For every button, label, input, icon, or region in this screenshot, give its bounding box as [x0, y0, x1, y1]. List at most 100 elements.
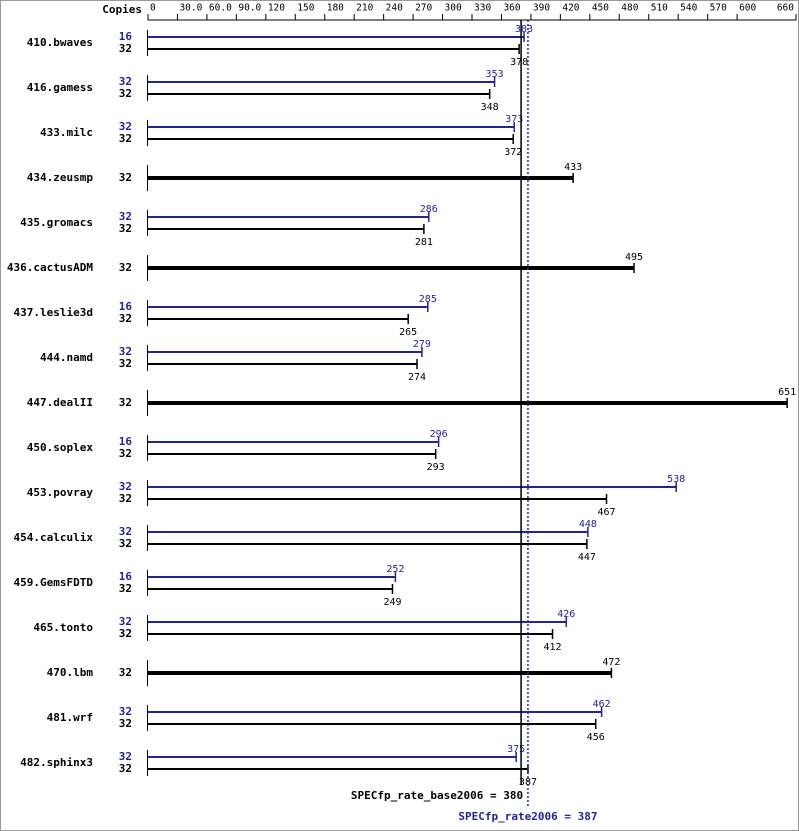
copies-label: 32 [119, 717, 132, 730]
x-tick-label: 360 [503, 3, 520, 14]
value-label: 279 [413, 339, 431, 350]
value-label: 373 [505, 114, 523, 125]
benchmark-label: 433.milc [40, 126, 93, 139]
copies-label: 16 [119, 435, 133, 448]
value-label: 293 [427, 462, 445, 473]
value-label: 383 [515, 24, 533, 35]
value-label: 296 [430, 429, 448, 440]
x-tick-label: 270 [415, 3, 432, 14]
benchmark-label: 444.namd [40, 351, 93, 364]
value-label: 426 [557, 609, 575, 620]
copies-label: 32 [119, 222, 132, 235]
x-tick-label: 390 [533, 3, 550, 14]
x-tick-label: 0 [150, 3, 156, 14]
copies-label: 32 [119, 615, 132, 628]
value-label: 472 [602, 657, 620, 668]
copies-label: 32 [119, 492, 132, 505]
value-label: 456 [587, 732, 605, 743]
copies-label: 32 [119, 357, 132, 370]
copies-label: 32 [119, 261, 132, 274]
x-tick-label: 510 [651, 3, 668, 14]
benchmark-label: 434.zeusmp [27, 171, 94, 184]
x-tick-label: 60.0 [209, 3, 232, 14]
benchmark-label: 436.cactusADM [7, 261, 93, 274]
copies-label: 32 [119, 210, 132, 223]
copies-label: 32 [119, 705, 132, 718]
copies-header: Copies [102, 3, 142, 16]
x-tick-label: 210 [356, 3, 373, 14]
copies-label: 32 [119, 120, 132, 133]
value-label: 265 [399, 327, 417, 338]
value-label: 249 [383, 597, 401, 608]
reference-label: SPECfp_rate2006 = 387 [458, 810, 597, 823]
copies-label: 32 [119, 666, 132, 679]
benchmark-label: 459.GemsFDTD [14, 576, 94, 589]
x-tick-label: 240 [386, 3, 403, 14]
benchmark-label: 416.gamess [27, 81, 93, 94]
value-label: 348 [481, 102, 499, 113]
value-label: 281 [415, 237, 433, 248]
copies-label: 32 [119, 312, 132, 325]
value-label: 372 [504, 147, 522, 158]
copies-label: 16 [119, 30, 133, 43]
value-label: 387 [519, 777, 537, 788]
x-tick-label: 120 [268, 3, 285, 14]
x-tick-label: 600 [739, 3, 756, 14]
copies-label: 32 [119, 627, 132, 640]
benchmark-label: 470.lbm [47, 666, 94, 679]
copies-label: 32 [119, 345, 132, 358]
x-tick-label: 660 [777, 3, 794, 14]
copies-label: 32 [119, 171, 132, 184]
value-label: 353 [486, 69, 504, 80]
x-tick-label: 540 [680, 3, 697, 14]
benchmark-label: 465.tonto [33, 621, 93, 634]
x-tick-label: 300 [445, 3, 462, 14]
copies-label: 32 [119, 396, 132, 409]
benchmark-label: 410.bwaves [27, 36, 93, 49]
x-tick-label: 30.0 [179, 3, 202, 14]
x-tick-label: 450 [592, 3, 609, 14]
x-tick-label: 420 [562, 3, 579, 14]
x-tick-label: 330 [474, 3, 491, 14]
value-label: 286 [420, 204, 438, 215]
value-label: 495 [625, 252, 643, 263]
benchmark-label: 482.sphinx3 [20, 756, 93, 769]
benchmark-label: 450.soplex [27, 441, 94, 454]
value-label: 467 [597, 507, 615, 518]
copies-label: 32 [119, 75, 132, 88]
value-label: 375 [507, 744, 525, 755]
x-tick-label: 150 [297, 3, 314, 14]
value-label: 651 [778, 387, 796, 398]
value-label: 252 [386, 564, 404, 575]
copies-label: 32 [119, 582, 132, 595]
copies-label: 32 [119, 537, 132, 550]
copies-label: 32 [119, 132, 132, 145]
value-label: 285 [419, 294, 437, 305]
copies-label: 32 [119, 87, 132, 100]
x-tick-label: 90.0 [238, 3, 261, 14]
value-label: 447 [578, 552, 596, 563]
copies-label: 32 [119, 525, 132, 538]
reference-label: SPECfp_rate_base2006 = 380 [351, 789, 523, 802]
copies-label: 32 [119, 750, 132, 763]
copies-label: 16 [119, 570, 133, 583]
x-tick-label: 480 [621, 3, 638, 14]
copies-label: 32 [119, 42, 132, 55]
copies-label: 32 [119, 447, 132, 460]
benchmark-label: 454.calculix [14, 531, 94, 544]
benchmark-label: 437.leslie3d [14, 306, 93, 319]
value-label: 538 [667, 474, 685, 485]
copies-label: 32 [119, 480, 132, 493]
value-label: 448 [579, 519, 597, 530]
benchmark-label: 435.gromacs [20, 216, 93, 229]
x-tick-label: 570 [710, 3, 727, 14]
x-tick-label: 180 [327, 3, 344, 14]
benchmark-label: 481.wrf [47, 711, 93, 724]
copies-label: 16 [119, 300, 133, 313]
value-label: 412 [543, 642, 561, 653]
value-label: 433 [564, 162, 582, 173]
benchmark-label: 453.povray [27, 486, 94, 499]
benchmark-label: 447.dealII [27, 396, 93, 409]
